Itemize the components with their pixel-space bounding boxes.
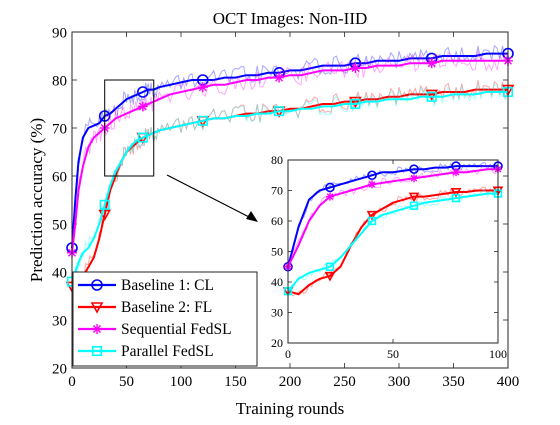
zoom-arrow-line <box>166 174 254 220</box>
inset-data-point <box>451 193 461 203</box>
legend-label: Baseline 1: CL <box>121 277 214 294</box>
inset-y-tick-label: 50 <box>271 245 283 259</box>
inset-data-point <box>408 192 420 203</box>
main-data-point <box>349 96 362 109</box>
inset-y-tick-label: 30 <box>271 306 283 320</box>
inset-series-sequential-fedsl <box>284 164 502 271</box>
inset-data-point <box>367 170 377 181</box>
legend-swatch-marker <box>92 324 102 334</box>
inset-x-tick-label: 50 <box>387 347 399 361</box>
main-data-point <box>197 82 208 93</box>
main-plot-frame <box>71 31 509 369</box>
main-data-point <box>274 106 285 117</box>
legend-item-parallel-fedsl: Parallel FedSL <box>78 343 214 360</box>
legend-item-sequential-fedsl: Sequential FedSL <box>78 321 232 338</box>
inset-y-tick-label: 70 <box>271 184 283 198</box>
inset-data-point <box>324 271 336 282</box>
main-data-point <box>137 101 148 112</box>
legend-swatch-marker <box>91 345 103 357</box>
main-x-tick-label: 350 <box>442 374 465 390</box>
zoom-arrow-head <box>246 211 258 222</box>
legend: Baseline 1: CL Baseline 2: FL Sequential F… <box>72 271 258 367</box>
inset-data-point <box>367 216 377 226</box>
main-series-line <box>71 59 508 253</box>
main-x-tick-label: 100 <box>170 374 193 390</box>
main-data-point <box>197 115 208 126</box>
inset-frame <box>287 159 499 344</box>
main-y-tick-label: 80 <box>52 73 67 89</box>
inset-series-baseline-1-cl <box>283 161 503 272</box>
inset-series-line <box>287 168 498 268</box>
legend-label: Sequential FedSL <box>121 321 232 338</box>
y-axis-label: Prediction accuracy (%) <box>27 118 46 282</box>
main-series-line <box>72 88 508 288</box>
legend-swatch-marker <box>90 302 104 314</box>
main-x-tick-label: 250 <box>333 374 356 390</box>
main-x-tick-label: 0 <box>68 374 76 390</box>
inset-x-tick-label: 100 <box>489 347 507 361</box>
main-series-line <box>71 91 508 282</box>
main-y-tick-label: 20 <box>52 361 67 377</box>
main-data-point <box>426 58 437 69</box>
inset-y-tick-label: 60 <box>271 214 283 228</box>
main-y-tick-label: 30 <box>52 313 67 329</box>
inset-data-point <box>409 164 419 174</box>
inset-background <box>288 160 498 343</box>
x-axis-label: Training rounds <box>236 399 344 418</box>
main-data-point <box>350 98 361 110</box>
main-data-point <box>425 89 439 102</box>
main-data-point <box>350 63 361 73</box>
inset-series-line <box>287 165 498 268</box>
main-y-tick-label: 70 <box>52 121 67 137</box>
zoom-region-box <box>104 79 155 177</box>
main-y-tick-label: 90 <box>52 25 67 41</box>
main-data-point <box>426 91 437 102</box>
legend-item-baseline-2-fl: Baseline 2: FL <box>78 299 212 316</box>
inset-y-tick-label: 40 <box>271 275 283 289</box>
main-x-tick-label: 300 <box>388 374 411 390</box>
main-data-point <box>137 86 149 98</box>
inset-data-point <box>452 168 460 177</box>
inset-series-line <box>287 189 498 296</box>
inset-data-point <box>326 192 334 201</box>
main-y-tick-label: 60 <box>52 169 67 185</box>
main-data-point <box>137 132 148 143</box>
inset-data-point <box>410 174 418 183</box>
inset-data-point <box>409 201 419 210</box>
inset-y-tick-label: 20 <box>271 336 283 350</box>
legend-label: Baseline 2: FL <box>121 299 212 316</box>
inset-y-tick-label: 80 <box>271 153 283 167</box>
inset-x-tick-label: 0 <box>285 347 291 361</box>
chart-title: OCT Images: Non-IID <box>213 9 368 28</box>
inset-data-point <box>368 180 376 189</box>
inset-series-line <box>287 192 498 292</box>
legend-swatch-marker <box>91 279 103 291</box>
legend-item-baseline-1-cl: Baseline 1: CL <box>78 277 214 294</box>
main-y-tick-label: 50 <box>52 217 67 233</box>
main-data-point <box>99 199 110 210</box>
main-data-point <box>274 72 285 83</box>
inset-data-point <box>450 188 462 198</box>
legend-label: Parallel FedSL <box>121 343 214 360</box>
main-x-tick-label: 150 <box>224 374 247 390</box>
main-x-tick-label: 200 <box>279 374 302 390</box>
main-y-tick-label: 40 <box>52 265 67 281</box>
inset-data-point <box>366 210 378 221</box>
inset-zoom-plot: 0 50 100 20 30 40 50 60 70 80 <box>271 153 507 361</box>
main-x-tick-label: 400 <box>497 374 520 390</box>
inset-data-point <box>325 182 335 193</box>
main-series-line <box>71 52 508 249</box>
main-x-tick-label: 50 <box>119 374 134 390</box>
inset-data-point <box>325 262 335 271</box>
